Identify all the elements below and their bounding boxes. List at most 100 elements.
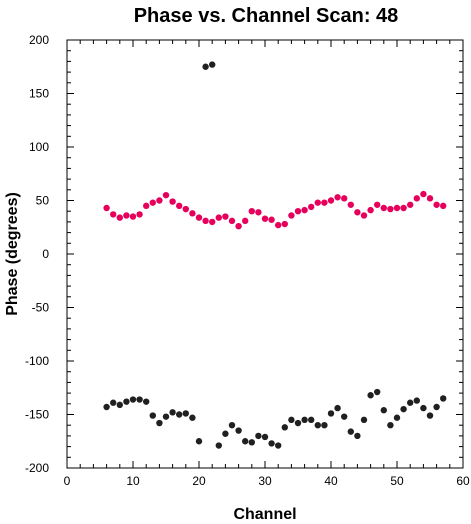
data-point-series-1 xyxy=(301,206,308,214)
data-point-series-1 xyxy=(367,206,374,214)
data-point-series-1 xyxy=(327,197,335,204)
data-point-series-2 xyxy=(228,422,236,429)
data-point-series-1 xyxy=(195,214,203,221)
data-point-series-1 xyxy=(202,217,209,225)
data-point-series-1 xyxy=(103,204,110,212)
data-point-series-2 xyxy=(110,399,117,406)
data-point-series-2 xyxy=(426,412,434,419)
data-point-series-1 xyxy=(235,222,242,230)
x-tick-label: 50 xyxy=(390,474,404,488)
data-point-series-2 xyxy=(400,405,407,413)
data-point-series-2 xyxy=(334,404,341,412)
data-point-series-2 xyxy=(235,427,242,434)
data-point-series-1 xyxy=(176,202,183,210)
data-point-series-1 xyxy=(209,218,216,226)
data-point-series-1 xyxy=(413,195,420,202)
data-point-series-1 xyxy=(123,212,130,219)
data-point-series-2 xyxy=(242,438,249,445)
data-point-series-1 xyxy=(129,213,137,220)
data-point-series-1 xyxy=(275,221,282,229)
data-point-series-1 xyxy=(242,217,249,225)
data-point-series-1 xyxy=(288,212,295,219)
data-point-series-1 xyxy=(169,198,176,205)
data-point-series-2 xyxy=(275,442,282,449)
data-point-series-1 xyxy=(380,204,387,212)
data-point-series-1 xyxy=(215,214,222,221)
data-point-series-2 xyxy=(420,404,427,412)
y-tick-label: 50 xyxy=(36,194,50,208)
data-point-series-1 xyxy=(143,202,150,210)
data-point-series-1 xyxy=(420,190,427,198)
y-tick-label: -200 xyxy=(25,461,49,475)
data-point-series-2 xyxy=(341,413,348,420)
x-tick-label: 20 xyxy=(192,474,206,488)
data-point-series-2 xyxy=(327,410,335,417)
data-point-series-2 xyxy=(387,422,394,429)
data-point-series-2 xyxy=(143,398,150,405)
data-point-series-1 xyxy=(222,213,229,220)
data-points xyxy=(103,61,447,449)
data-point-series-2 xyxy=(261,433,269,441)
data-point-series-2 xyxy=(149,412,156,419)
data-point-series-2 xyxy=(413,397,420,404)
data-point-series-1 xyxy=(156,197,163,204)
data-point-series-1 xyxy=(162,191,170,199)
data-point-series-2 xyxy=(129,396,137,403)
data-point-series-2 xyxy=(176,411,183,418)
data-point-series-2 xyxy=(440,395,447,402)
y-tick-label: 0 xyxy=(42,247,49,261)
data-point-series-2 xyxy=(136,396,143,403)
x-tick-label: 40 xyxy=(324,474,338,488)
data-point-series-1 xyxy=(433,201,440,208)
data-point-series-1 xyxy=(321,199,328,206)
y-tick-label: -150 xyxy=(25,408,49,422)
data-point-series-1 xyxy=(255,209,262,216)
data-point-series-2 xyxy=(367,392,374,399)
data-point-series-2 xyxy=(294,419,302,427)
data-point-series-2 xyxy=(156,419,163,427)
data-point-series-2 xyxy=(360,416,368,424)
data-point-series-2 xyxy=(248,439,255,446)
data-point-series-2 xyxy=(380,407,387,414)
data-point-series-2 xyxy=(268,440,275,447)
data-point-series-2 xyxy=(255,432,262,440)
data-point-series-1 xyxy=(334,194,341,201)
data-point-series-1 xyxy=(440,202,447,210)
data-point-series-1 xyxy=(294,208,302,215)
data-point-series-2 xyxy=(288,416,295,424)
data-point-series-1 xyxy=(393,204,401,212)
data-point-series-1 xyxy=(136,211,143,218)
data-point-series-2 xyxy=(162,413,170,420)
data-point-series-2 xyxy=(407,399,414,406)
y-tick-label: -50 xyxy=(32,301,50,315)
data-point-series-1 xyxy=(228,217,236,225)
data-point-series-2 xyxy=(116,401,124,409)
data-point-series-2 xyxy=(222,430,229,437)
y-axis-label: Phase (degrees) xyxy=(4,192,21,316)
data-point-series-2 xyxy=(301,416,308,424)
data-point-series-2 xyxy=(281,424,288,431)
data-point-series-1 xyxy=(182,205,189,213)
data-point-series-1 xyxy=(387,205,394,213)
x-tick-label: 0 xyxy=(64,474,71,488)
data-point-series-1 xyxy=(149,199,156,206)
data-point-series-2 xyxy=(195,438,203,445)
data-point-series-2 xyxy=(308,416,315,424)
data-point-series-2 xyxy=(393,414,401,421)
data-point-series-2 xyxy=(433,403,440,411)
x-tick-label: 10 xyxy=(126,474,140,488)
x-tick-label: 60 xyxy=(456,474,470,488)
data-point-series-1 xyxy=(116,214,124,221)
data-point-series-1 xyxy=(308,203,315,211)
data-point-series-1 xyxy=(281,220,288,228)
data-point-series-2 xyxy=(169,409,176,416)
y-tick-label: 150 xyxy=(29,87,49,101)
data-point-series-2 xyxy=(347,428,354,435)
data-point-series-1 xyxy=(400,204,407,212)
data-point-series-1 xyxy=(360,212,368,219)
data-point-series-1 xyxy=(248,208,255,215)
data-point-series-1 xyxy=(374,201,381,208)
data-point-series-2 xyxy=(103,403,110,411)
data-point-series-2 xyxy=(354,432,361,440)
